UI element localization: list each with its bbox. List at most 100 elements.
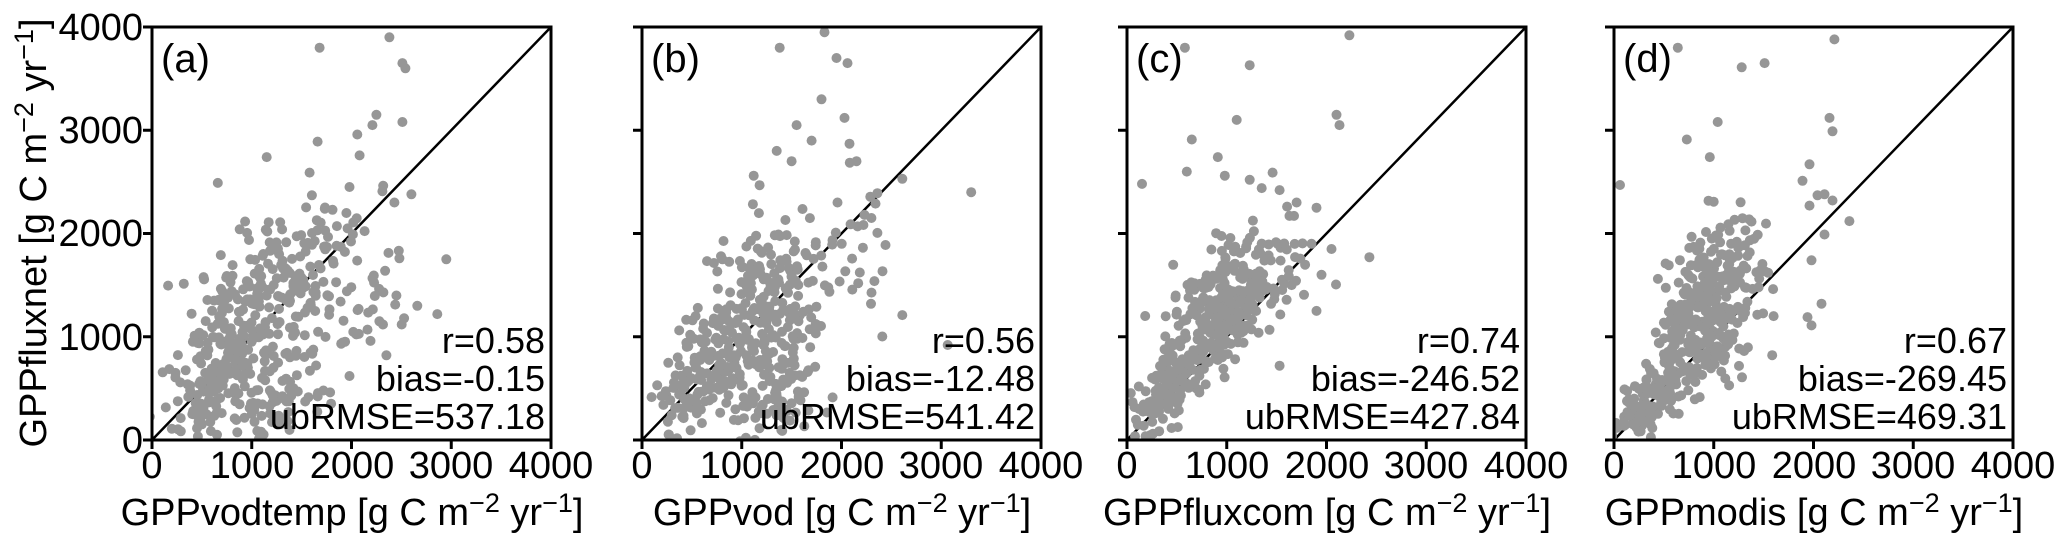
- scatter-point: [1179, 42, 1190, 53]
- scatter-point: [877, 266, 888, 277]
- scatter-point: [842, 58, 853, 69]
- scatter-point: [278, 263, 288, 274]
- scatter-point: [704, 355, 715, 365]
- scatter-point: [282, 292, 293, 303]
- scatter-point: [660, 386, 671, 397]
- scatter-point: [754, 423, 765, 434]
- scatter-point: [291, 231, 302, 242]
- scatter-point: [196, 401, 207, 412]
- scatter-point: [1230, 354, 1241, 365]
- scatter-point: [1683, 339, 1694, 350]
- scatter-point: [288, 321, 299, 332]
- scatter-point: [1684, 242, 1695, 253]
- scatter-point: [715, 407, 726, 418]
- scatter-point: [1197, 341, 1208, 351]
- scatter-point: [1211, 228, 1222, 239]
- scatter-point: [383, 247, 394, 258]
- scatter-point: [741, 241, 752, 252]
- scatter-point: [1708, 196, 1719, 207]
- scatter-point: [1806, 320, 1817, 331]
- scatter-point: [1271, 237, 1281, 248]
- scatter-point: [1681, 376, 1692, 387]
- scatter-point: [877, 331, 888, 342]
- scatter-point: [1206, 337, 1217, 348]
- y-tick-label: 3000: [58, 110, 143, 152]
- scatter-point: [1197, 325, 1208, 335]
- scatter-point: [229, 383, 240, 394]
- y-tick-label: 0: [122, 420, 143, 462]
- scatter-point: [897, 173, 908, 184]
- scatter-point: [1174, 394, 1185, 405]
- scatter-point: [264, 302, 275, 313]
- scatter-point: [780, 215, 791, 225]
- scatter-point: [753, 304, 764, 315]
- scatter-point: [397, 117, 408, 127]
- scatter-point: [273, 329, 283, 340]
- scatter-point: [320, 331, 331, 342]
- scatter-point: [1615, 180, 1625, 190]
- scatter-point: [239, 381, 250, 392]
- scatter-point: [738, 392, 749, 403]
- scatter-point: [160, 402, 171, 413]
- scatter-point: [854, 267, 865, 278]
- scatter-point: [1297, 238, 1308, 249]
- scatter-point: [718, 334, 729, 345]
- scatter-point: [412, 300, 423, 311]
- scatter-point: [318, 276, 329, 287]
- scatter-point: [300, 281, 311, 292]
- scatter-point: [1299, 289, 1309, 300]
- scatter-point: [1212, 152, 1223, 163]
- x-tick-label: 0: [1603, 445, 1624, 487]
- scatter-point: [1283, 271, 1294, 281]
- scatter-point: [265, 408, 276, 419]
- scatter-point: [1712, 257, 1723, 268]
- scatter-point: [742, 282, 752, 292]
- scatter-point: [1286, 280, 1297, 291]
- scatter-point: [1639, 382, 1650, 393]
- panel-a: (a) r=0.58 bias=-0.15 ubRMSE=537.18 0 10…: [121, 25, 593, 534]
- x-tick-label: 3000: [899, 445, 984, 487]
- scatter-point: [726, 379, 737, 390]
- scatter-point: [1695, 301, 1705, 311]
- scatter-point: [246, 387, 257, 398]
- x-tick-label: 1000: [1672, 445, 1757, 487]
- scatter-point: [691, 403, 702, 414]
- scatter-point: [1629, 402, 1640, 412]
- scatter-point: [179, 441, 189, 451]
- scatter-point: [1645, 432, 1656, 440]
- scatter-point: [336, 338, 347, 349]
- scatter-point: [1710, 230, 1721, 241]
- scatter-point: [1201, 270, 1212, 281]
- scatter-point: [352, 129, 363, 140]
- scatter-point: [788, 246, 799, 257]
- scatter-point: [737, 261, 748, 272]
- scatter-point: [1704, 306, 1715, 317]
- scatter-point: [1802, 312, 1813, 323]
- x-tick-label: 4000: [1971, 445, 2056, 487]
- scatter-point: [1827, 195, 1838, 206]
- scatter-point: [783, 287, 793, 298]
- scatter-point: [1291, 197, 1302, 208]
- scatter-point: [1683, 308, 1694, 319]
- scatter-point: [723, 342, 734, 353]
- scatter-point: [731, 303, 742, 314]
- scatter-point: [736, 289, 747, 300]
- scatter-point: [172, 350, 183, 361]
- x-tick-label: 3000: [409, 445, 494, 487]
- scatter-point: [1660, 282, 1671, 293]
- scatter-point: [1707, 277, 1718, 287]
- scatter-point: [1180, 314, 1191, 325]
- scatter-point: [738, 400, 749, 411]
- scatter-point: [1214, 342, 1225, 353]
- scatter-point: [1254, 266, 1265, 277]
- scatter-point: [1683, 346, 1694, 357]
- scatter-point: [1247, 215, 1258, 226]
- scatter-point: [797, 371, 808, 382]
- scatter-point: [215, 313, 225, 323]
- scatter-point: [256, 410, 267, 421]
- scatter-point: [324, 291, 334, 302]
- scatter-point: [766, 311, 777, 322]
- x-ticks: [1125, 440, 1528, 449]
- scatter-point: [378, 287, 389, 298]
